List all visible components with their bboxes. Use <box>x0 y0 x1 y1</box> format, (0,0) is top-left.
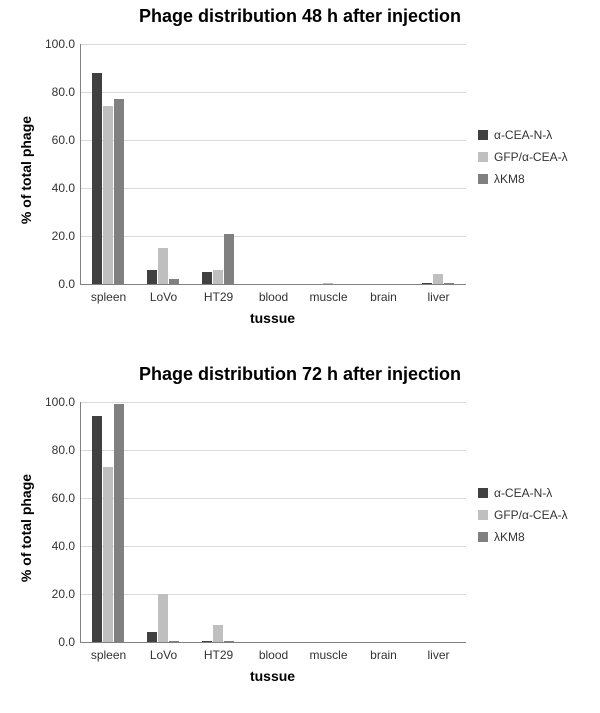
bar <box>444 283 454 284</box>
ytick-label: 0.0 <box>58 277 75 291</box>
xtick-label: spleen <box>91 648 126 662</box>
bar <box>169 279 179 284</box>
legend-label: λKM8 <box>494 530 525 544</box>
xtick-label: blood <box>259 648 288 662</box>
legend-label: α-CEA-N-λ <box>494 486 552 500</box>
grid-line <box>81 402 466 403</box>
bar <box>147 270 157 284</box>
bar <box>158 248 168 284</box>
bar <box>422 283 432 284</box>
legend: α-CEA-N-λ GFP/α-CEA-λ λKM8 <box>478 478 568 552</box>
xtick-label: LoVo <box>150 648 177 662</box>
bar <box>213 625 223 642</box>
xtick-label: muscle <box>309 648 347 662</box>
bar <box>147 632 157 642</box>
legend-item: α-CEA-N-λ <box>478 486 568 500</box>
plot-area: 0.020.040.060.080.0100.0spleenLoVoHT29bl… <box>80 44 466 285</box>
x-axis-label: tussue <box>250 310 295 326</box>
grid-line <box>81 546 466 547</box>
legend-item: λKM8 <box>478 172 568 186</box>
legend-item: λKM8 <box>478 530 568 544</box>
xtick-label: brain <box>370 290 397 304</box>
legend-swatch <box>478 488 488 498</box>
bar <box>158 594 168 642</box>
ytick-label: 60.0 <box>52 491 75 505</box>
legend-item: GFP/α-CEA-λ <box>478 508 568 522</box>
legend-label: λKM8 <box>494 172 525 186</box>
legend-swatch <box>478 510 488 520</box>
xtick-label: spleen <box>91 290 126 304</box>
grid-line <box>81 450 466 451</box>
ytick-label: 80.0 <box>52 443 75 457</box>
legend: α-CEA-N-λ GFP/α-CEA-λ λKM8 <box>478 120 568 194</box>
bar <box>114 99 124 284</box>
legend-swatch <box>478 152 488 162</box>
bar <box>114 404 124 642</box>
bar <box>103 467 113 642</box>
bar <box>224 641 234 642</box>
ytick-label: 80.0 <box>52 85 75 99</box>
legend-swatch <box>478 130 488 140</box>
legend-item: α-CEA-N-λ <box>478 128 568 142</box>
bar <box>433 274 443 284</box>
grid-line <box>81 92 466 93</box>
x-axis-label: tussue <box>250 668 295 684</box>
xtick-label: LoVo <box>150 290 177 304</box>
ytick-label: 60.0 <box>52 133 75 147</box>
xtick-label: brain <box>370 648 397 662</box>
grid-line <box>81 498 466 499</box>
ytick-label: 40.0 <box>52 181 75 195</box>
grid-line <box>81 594 466 595</box>
bar <box>213 270 223 284</box>
legend-swatch <box>478 532 488 542</box>
xtick-label: liver <box>427 290 449 304</box>
ytick-label: 100.0 <box>45 395 75 409</box>
legend-label: GFP/α-CEA-λ <box>494 150 568 164</box>
ytick-label: 20.0 <box>52 587 75 601</box>
chart-panel: Phage distribution 48 h after injection 0… <box>0 0 600 340</box>
xtick-label: blood <box>259 290 288 304</box>
grid-line <box>81 44 466 45</box>
plot-area: 0.020.040.060.080.0100.0spleenLoVoHT29bl… <box>80 402 466 643</box>
y-axis-label: % of total phage <box>18 116 34 224</box>
bar <box>323 283 333 284</box>
bar <box>103 106 113 284</box>
ytick-label: 20.0 <box>52 229 75 243</box>
legend-label: GFP/α-CEA-λ <box>494 508 568 522</box>
chart-panel: Phage distribution 72 h after injection 0… <box>0 358 600 698</box>
legend-label: α-CEA-N-λ <box>494 128 552 142</box>
ytick-label: 100.0 <box>45 37 75 51</box>
legend-swatch <box>478 174 488 184</box>
xtick-label: muscle <box>309 290 347 304</box>
ytick-label: 0.0 <box>58 635 75 649</box>
bar <box>92 416 102 642</box>
chart-title: Phage distribution 72 h after injection <box>0 364 600 385</box>
y-axis-label: % of total phage <box>18 474 34 582</box>
bar <box>92 73 102 284</box>
bar <box>169 641 179 642</box>
grid-line <box>81 236 466 237</box>
chart-title: Phage distribution 48 h after injection <box>0 6 600 27</box>
ytick-label: 40.0 <box>52 539 75 553</box>
xtick-label: HT29 <box>204 290 233 304</box>
legend-item: GFP/α-CEA-λ <box>478 150 568 164</box>
xtick-label: HT29 <box>204 648 233 662</box>
grid-line <box>81 140 466 141</box>
xtick-label: liver <box>427 648 449 662</box>
grid-line <box>81 188 466 189</box>
bar <box>202 272 212 284</box>
bar <box>202 641 212 642</box>
bar <box>224 234 234 284</box>
